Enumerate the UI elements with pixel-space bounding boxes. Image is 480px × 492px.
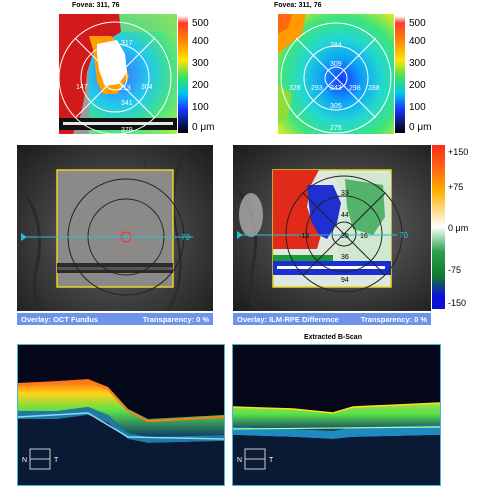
bscan-right[interactable]: N T <box>232 344 441 486</box>
sector-inner-bottom: 36 <box>341 254 349 261</box>
sector-center: 213 <box>119 85 131 92</box>
overlay-bar-left[interactable]: Overlay: OCT Fundus Transparency: 0 % <box>17 313 213 325</box>
temporal-label: T <box>54 457 59 464</box>
scale-label-100: 100 <box>192 102 209 113</box>
fundus-image-right[interactable]: 70 33 44 -18 35 16 36 94 <box>233 145 431 311</box>
diff-label-plus75: +75 <box>448 182 464 192</box>
sector-center: 35 <box>341 233 349 240</box>
scale-label-500: 500 <box>409 18 426 29</box>
sector-right: 304 <box>141 84 153 91</box>
difference-scale <box>432 145 445 309</box>
diff-label-zero: 0 μm <box>448 223 469 233</box>
thickness-map-right[interactable]: 284 309 328 293 243 298 288 305 275 <box>278 14 394 134</box>
sector-top: 33 <box>341 190 349 197</box>
nasal-label: N <box>237 457 242 464</box>
thickness-scale-left <box>178 16 188 133</box>
scale-label-400: 400 <box>409 36 426 47</box>
sector-bottom: 379 <box>121 127 133 134</box>
sector-inner-right: 16 <box>360 233 368 240</box>
scale-label-300: 300 <box>192 58 209 69</box>
bscan-left[interactable]: N T <box>17 344 225 486</box>
scale-label-300: 300 <box>409 58 426 69</box>
overlay-label: Overlay: ILM-RPE Difference <box>237 314 339 324</box>
scale-label-0: 0 μm <box>192 122 215 133</box>
thickness-map-left[interactable]: 317 147 213 304 341 379 <box>59 14 177 134</box>
sector-inner-top: 44 <box>341 212 349 219</box>
fovea-label-left: Fovea: 311, 76 <box>72 2 120 9</box>
sector-top: 317 <box>121 40 133 47</box>
sector-bottom: 94 <box>341 277 349 284</box>
bscan-title: Extracted B-Scan <box>304 334 362 341</box>
nasal-label: N <box>22 457 27 464</box>
sector-inner-right: 298 <box>349 85 361 92</box>
sector-inner: 341 <box>121 100 133 107</box>
sector-bottom: 275 <box>330 125 342 132</box>
scale-label-0: 0 μm <box>409 122 432 133</box>
scale-label-500: 500 <box>192 18 209 29</box>
sector-center: 243 <box>330 85 342 92</box>
diff-label-plus150: +150 <box>448 147 469 157</box>
fundus-marker-value: 79 <box>181 233 190 242</box>
sector-left: 328 <box>289 85 301 92</box>
overlay-label: Overlay: OCT Fundus <box>21 314 99 324</box>
diff-label-minus150: -150 <box>448 298 467 308</box>
sector-inner-top: 309 <box>330 61 342 68</box>
sector-left: 147 <box>76 84 88 91</box>
sector-top: 284 <box>330 42 342 49</box>
temporal-label: T <box>269 457 274 464</box>
scale-label-100: 100 <box>409 102 426 113</box>
thickness-scale-right <box>395 16 405 133</box>
fundus-image-left[interactable]: 79 <box>17 145 213 311</box>
fovea-label-right: Fovea: 311, 76 <box>274 2 322 9</box>
scale-label-200: 200 <box>192 80 209 91</box>
sector-inner-bottom: 305 <box>330 103 342 110</box>
sector-right: 288 <box>368 85 380 92</box>
overlay-bar-right[interactable]: Overlay: ILM-RPE Difference Transparency… <box>233 313 431 325</box>
sector-inner-left: 293 <box>311 85 323 92</box>
diff-label-minus75: -75 <box>448 265 462 275</box>
scale-label-200: 200 <box>409 80 426 91</box>
transparency-label[interactable]: Transparency: 0 % <box>360 314 427 324</box>
sector-left: -18 <box>299 233 309 240</box>
scale-label-400: 400 <box>192 36 209 47</box>
fundus-marker-value: 70 <box>399 231 408 240</box>
transparency-label[interactable]: Transparency: 0 % <box>142 314 209 324</box>
